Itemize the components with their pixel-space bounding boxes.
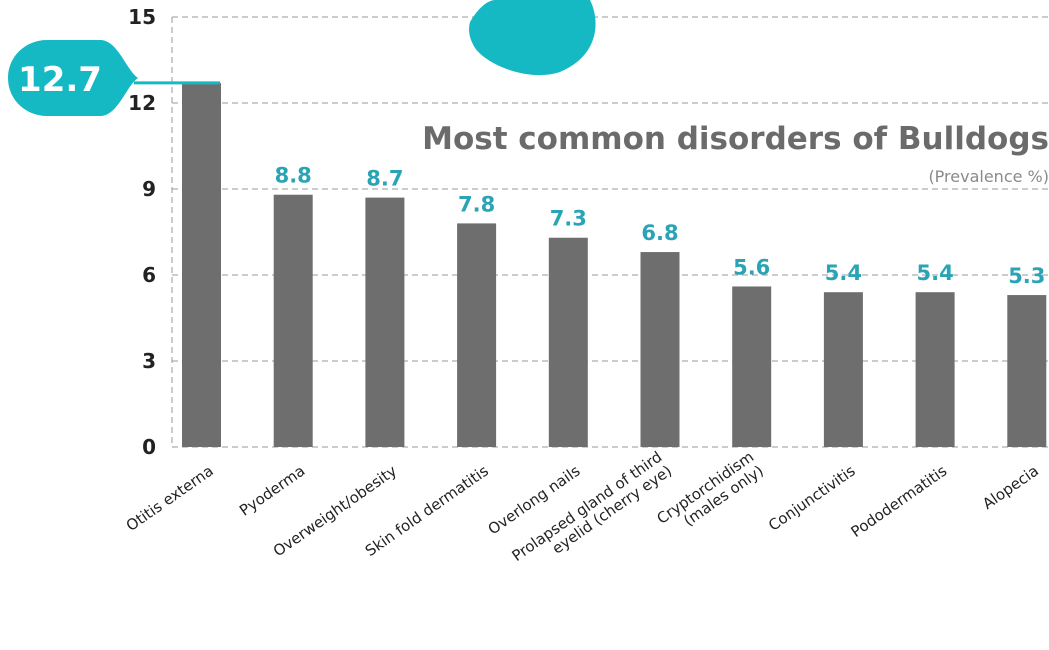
data-label: 7.8 [458, 192, 495, 216]
data-label: 5.4 [825, 261, 862, 285]
bars [182, 82, 1047, 447]
chart-subtitle: (Prevalence %) [928, 167, 1049, 186]
y-tick-label: 0 [142, 435, 156, 459]
y-tick-label: 9 [142, 177, 156, 201]
x-tick-label: Cryptorchidism(males only) [653, 448, 766, 530]
decorative-teal-drop [469, 0, 596, 76]
x-tick-label-line: Otitis externa [123, 462, 217, 535]
data-label: 6.8 [641, 221, 678, 245]
x-tick-label-line: Pyoderma [236, 462, 308, 520]
y-tick-label: 6 [142, 263, 156, 287]
gridlines [171, 16, 1049, 448]
data-label: 5.6 [733, 255, 770, 279]
bar [640, 252, 680, 447]
data-label: 8.7 [366, 167, 403, 191]
x-tick-label: Pododermatitis [848, 462, 951, 542]
callout-value: 12.7 [18, 60, 102, 100]
y-tick-label: 12 [128, 91, 156, 115]
bar [548, 237, 588, 447]
bar [182, 82, 221, 447]
callout-teardrop [8, 40, 138, 116]
bar [457, 223, 497, 447]
chart-title: Most common disorders of Bulldogs [422, 121, 1049, 157]
x-tick-label-line: Pododermatitis [848, 462, 951, 542]
x-tick-label: Pyoderma [236, 462, 308, 520]
bar [1007, 295, 1047, 447]
data-label: 7.3 [550, 207, 587, 231]
data-label: 5.3 [1008, 264, 1045, 288]
y-tick-label: 3 [142, 349, 156, 373]
data-label: 8.8 [275, 164, 312, 188]
bar [915, 292, 955, 447]
x-tick-label: Conjunctivitis [765, 462, 859, 535]
bar [732, 286, 772, 447]
highlight-callout: 12.7 [8, 40, 220, 116]
decorations [469, 0, 596, 76]
x-tick-label: Alopecia [979, 462, 1042, 513]
bar [273, 194, 313, 447]
x-tick-label-line: Alopecia [979, 462, 1042, 513]
data-labels: 8.8 8.7 7.8 7.3 6.8 5.6 5.4 5.4 5.3 [275, 164, 1046, 288]
x-tick-label-line: Conjunctivitis [765, 462, 859, 535]
bar [365, 197, 405, 447]
y-tick-label: 15 [128, 5, 156, 29]
x-axis: Otitis externa PyodermaOverweight/obesity… [123, 448, 1042, 565]
y-axis: 0 3 6 9 12 15 [128, 5, 156, 459]
data-label: 5.4 [916, 261, 953, 285]
x-tick-label: Otitis externa [123, 462, 217, 535]
bar [823, 292, 863, 447]
